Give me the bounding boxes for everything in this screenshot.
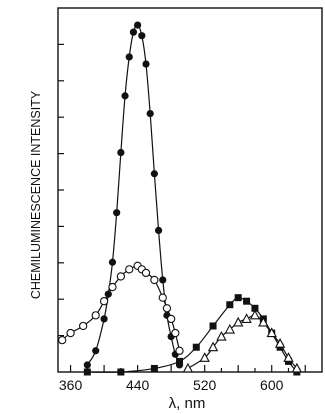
series-4-point: [182, 362, 194, 373]
series-2-point: [116, 272, 126, 281]
series-2-point: [175, 346, 184, 355]
series-2-point: [66, 328, 75, 338]
series-1-point: [104, 290, 112, 298]
x-axis-label: λ, nm: [169, 395, 206, 412]
series-1-point: [125, 53, 133, 61]
series-1-point: [129, 28, 138, 36]
series-2-point: [158, 293, 167, 302]
series-4-point: [274, 338, 286, 348]
series-3-point: [226, 301, 234, 309]
series-4-point: [207, 341, 219, 352]
series-2-point: [141, 268, 151, 278]
series-4-point: [199, 352, 210, 362]
series-1-point: [108, 258, 117, 266]
series-1-point: [159, 276, 167, 284]
series-4-point: [232, 316, 244, 327]
series-1-point: [134, 21, 142, 29]
series-4-point: [249, 309, 261, 320]
series-markers: [58, 21, 303, 376]
x-tick-label: 520: [193, 377, 217, 393]
y-axis-label: CHEMILUMINESCENCE INTENSITY: [29, 90, 43, 299]
series-4-point: [224, 323, 236, 334]
series-3-point: [251, 304, 259, 312]
series-1-point: [113, 209, 121, 217]
series-2-point: [125, 265, 134, 274]
series-3-point: [243, 297, 251, 305]
series-3-point: [192, 343, 200, 351]
axis-ticks: [58, 43, 306, 372]
series-2-point: [162, 304, 172, 313]
series-1-point: [146, 109, 154, 118]
series-1-point: [121, 92, 129, 100]
series-3-point: [234, 294, 242, 302]
series-3-point: [150, 364, 158, 372]
x-tick-label: 440: [126, 377, 150, 393]
series-1-point: [83, 361, 91, 369]
series-2-point: [78, 321, 88, 331]
series-4-point: [283, 352, 294, 362]
series-1-point: [100, 315, 108, 323]
series-2-point: [91, 311, 100, 320]
series-1-point: [117, 148, 125, 157]
series-2-point: [150, 275, 159, 285]
series-1-point: [92, 347, 100, 355]
x-tick-labels: 360 440 520 600: [59, 377, 284, 393]
series-3-point: [176, 357, 184, 365]
x-tick-label: 600: [260, 377, 284, 393]
series-3-point: [117, 368, 125, 376]
series-4-point: [216, 330, 227, 341]
series-3-line: [87, 296, 298, 373]
series-4-point: [258, 316, 269, 327]
series-3-point: [209, 322, 217, 330]
series-1-point: [150, 170, 158, 178]
series-2-point: [99, 297, 109, 306]
series-1-point: [138, 32, 146, 40]
series-2-point: [171, 328, 180, 338]
series-2-point: [108, 282, 117, 292]
series-4-point: [266, 327, 277, 338]
series-1-point: [154, 226, 163, 234]
series-2-point: [58, 335, 67, 345]
series-2-point: [166, 314, 176, 324]
series-4-point: [291, 362, 303, 373]
x-tick-label: 360: [59, 377, 83, 393]
series-4-point: [241, 313, 252, 323]
series-1-point: [142, 60, 150, 68]
series-3-point: [83, 368, 91, 376]
